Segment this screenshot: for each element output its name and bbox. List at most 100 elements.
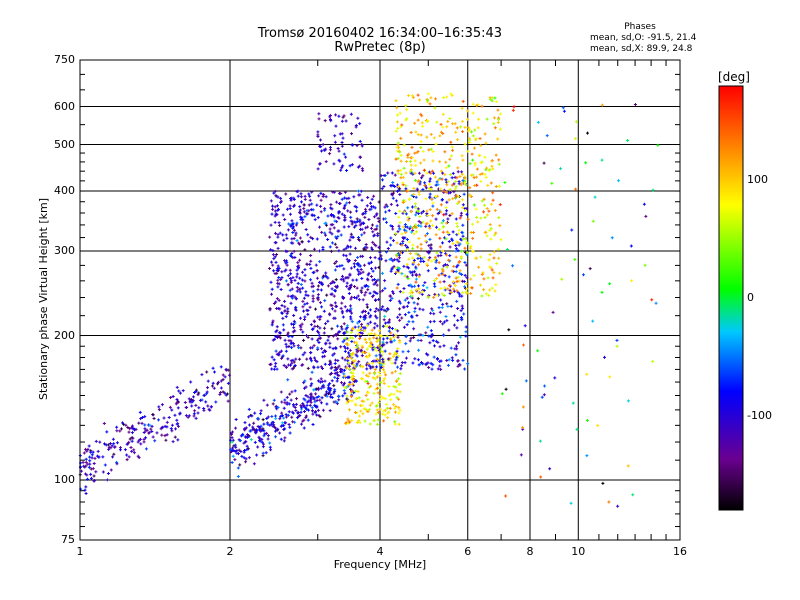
data-point bbox=[379, 394, 383, 398]
data-point bbox=[536, 120, 540, 124]
data-point bbox=[585, 418, 589, 422]
data-point bbox=[430, 259, 434, 263]
data-point bbox=[467, 127, 471, 131]
data-point bbox=[320, 366, 324, 370]
data-point bbox=[399, 168, 403, 172]
data-point bbox=[198, 398, 202, 402]
data-point bbox=[85, 449, 89, 453]
data-point bbox=[326, 338, 330, 342]
data-point bbox=[358, 315, 362, 319]
data-point bbox=[358, 334, 362, 338]
data-point bbox=[367, 311, 371, 315]
data-point bbox=[493, 126, 497, 130]
data-point bbox=[339, 325, 343, 329]
data-point bbox=[321, 350, 325, 354]
data-point bbox=[391, 196, 395, 200]
data-point bbox=[388, 299, 392, 303]
data-point bbox=[404, 243, 408, 247]
data-point bbox=[278, 231, 282, 235]
data-point bbox=[419, 161, 423, 165]
data-point bbox=[398, 251, 402, 255]
data-point bbox=[512, 105, 516, 109]
data-point bbox=[426, 250, 430, 254]
data-point bbox=[324, 275, 328, 279]
data-point bbox=[295, 272, 299, 276]
data-point bbox=[453, 122, 457, 126]
data-point bbox=[374, 359, 378, 363]
data-point bbox=[441, 302, 445, 306]
data-point bbox=[273, 205, 277, 209]
data-point bbox=[403, 236, 407, 240]
data-point bbox=[221, 378, 225, 382]
data-point bbox=[372, 282, 376, 286]
data-point bbox=[349, 266, 353, 270]
data-point bbox=[103, 463, 107, 467]
data-point bbox=[309, 259, 313, 263]
data-point bbox=[442, 225, 446, 229]
data-point bbox=[316, 135, 320, 139]
data-point bbox=[456, 166, 460, 170]
data-point bbox=[196, 411, 200, 415]
data-point bbox=[395, 241, 399, 245]
data-point bbox=[229, 448, 233, 452]
data-point bbox=[456, 232, 460, 236]
data-point bbox=[91, 467, 95, 471]
data-point bbox=[334, 113, 338, 117]
data-point bbox=[310, 409, 314, 413]
data-point bbox=[358, 139, 362, 143]
data-point bbox=[374, 307, 378, 311]
data-point bbox=[457, 180, 461, 184]
data-point bbox=[324, 349, 328, 353]
data-point bbox=[236, 452, 240, 456]
data-point bbox=[304, 290, 308, 294]
data-point bbox=[386, 171, 390, 175]
data-point bbox=[441, 322, 445, 326]
data-point bbox=[356, 294, 360, 298]
data-point bbox=[409, 336, 413, 340]
data-point bbox=[307, 203, 311, 207]
data-point bbox=[328, 145, 332, 149]
data-point bbox=[139, 417, 143, 421]
data-point bbox=[389, 398, 393, 402]
data-point bbox=[400, 364, 404, 368]
data-point bbox=[342, 368, 346, 372]
data-point bbox=[493, 233, 497, 237]
data-point bbox=[315, 399, 319, 403]
data-point bbox=[382, 419, 386, 423]
data-point bbox=[440, 221, 444, 225]
data-point bbox=[363, 419, 367, 423]
data-point bbox=[456, 241, 460, 245]
data-point bbox=[375, 212, 379, 216]
data-point bbox=[299, 327, 303, 331]
data-point bbox=[551, 310, 555, 314]
data-point bbox=[309, 278, 313, 282]
data-point bbox=[303, 194, 307, 198]
data-point bbox=[415, 187, 419, 191]
data-point bbox=[364, 350, 368, 354]
data-point bbox=[385, 204, 389, 208]
data-point bbox=[320, 149, 324, 153]
data-point bbox=[420, 211, 424, 215]
data-point bbox=[371, 240, 375, 244]
data-point bbox=[461, 358, 465, 362]
data-point bbox=[460, 249, 464, 253]
data-point bbox=[256, 445, 260, 449]
data-point bbox=[280, 311, 284, 315]
data-point bbox=[337, 114, 341, 118]
data-point bbox=[456, 263, 460, 267]
data-point bbox=[383, 279, 387, 283]
data-point bbox=[379, 380, 383, 384]
data-point bbox=[588, 267, 592, 271]
data-point bbox=[454, 179, 458, 183]
data-point bbox=[359, 189, 363, 193]
data-point bbox=[449, 92, 453, 96]
data-point bbox=[348, 336, 352, 340]
data-point bbox=[414, 277, 418, 281]
data-point bbox=[430, 307, 434, 311]
data-point bbox=[83, 488, 87, 492]
data-point bbox=[291, 222, 295, 226]
data-point bbox=[419, 140, 423, 143]
data-point bbox=[414, 273, 418, 277]
data-point bbox=[276, 235, 280, 239]
data-point bbox=[412, 261, 416, 265]
